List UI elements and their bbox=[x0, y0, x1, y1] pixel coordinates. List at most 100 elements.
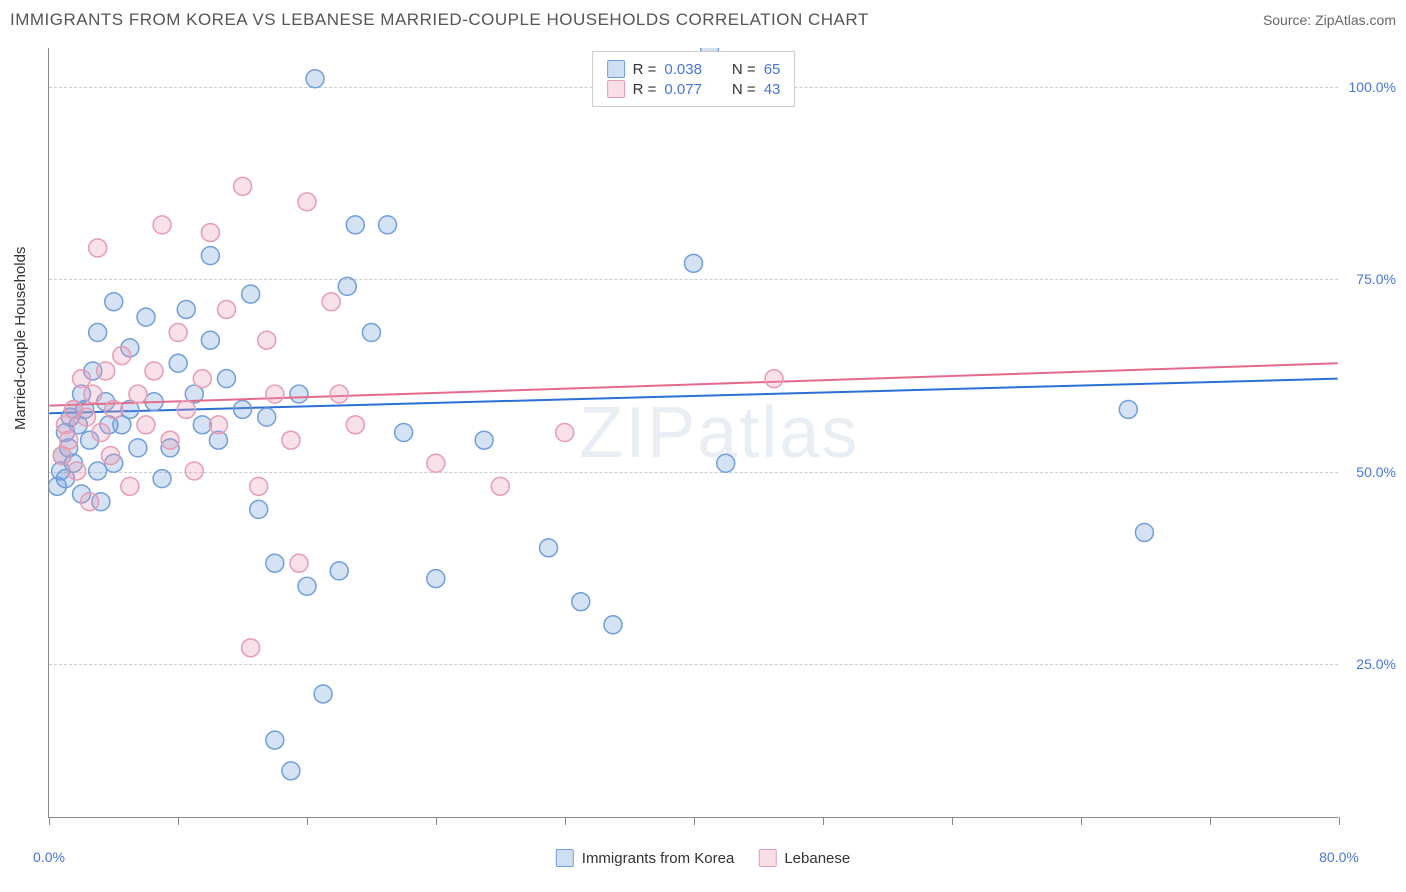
data-point bbox=[217, 370, 235, 388]
x-tick-mark bbox=[823, 817, 824, 825]
data-point bbox=[201, 331, 219, 349]
data-point bbox=[129, 385, 147, 403]
source-prefix: Source: bbox=[1263, 12, 1315, 28]
x-tick-mark bbox=[307, 817, 308, 825]
data-point bbox=[540, 539, 558, 557]
data-point bbox=[556, 424, 574, 442]
data-point bbox=[330, 385, 348, 403]
source-attribution: Source: ZipAtlas.com bbox=[1263, 12, 1396, 28]
data-point bbox=[97, 362, 115, 380]
data-point bbox=[242, 285, 260, 303]
data-point bbox=[266, 385, 284, 403]
r-value-1: 0.077 bbox=[664, 81, 702, 98]
data-point bbox=[209, 416, 227, 434]
data-point bbox=[338, 277, 356, 295]
legend-swatch-0 bbox=[607, 60, 625, 78]
data-point bbox=[113, 347, 131, 365]
data-point bbox=[322, 293, 340, 311]
data-point bbox=[282, 431, 300, 449]
series-legend: Immigrants from Korea Lebanese bbox=[556, 849, 850, 867]
n-value-1: 43 bbox=[764, 81, 781, 98]
data-point bbox=[177, 300, 195, 318]
data-point bbox=[89, 239, 107, 257]
data-point bbox=[1135, 523, 1153, 541]
data-point bbox=[362, 324, 380, 342]
chart-plot-area: ZIPatlas R = 0.038 N = 65 R = 0.077 N = … bbox=[48, 48, 1338, 818]
r-label: R = bbox=[633, 61, 657, 78]
data-point bbox=[685, 254, 703, 272]
data-point bbox=[105, 400, 123, 418]
legend-swatch-bottom-1 bbox=[758, 849, 776, 867]
x-tick-mark bbox=[1210, 817, 1211, 825]
data-point bbox=[250, 477, 268, 495]
data-point bbox=[92, 424, 110, 442]
data-point bbox=[250, 500, 268, 518]
data-point bbox=[177, 400, 195, 418]
x-tick-label: 0.0% bbox=[33, 849, 65, 865]
legend-swatch-bottom-0 bbox=[556, 849, 574, 867]
data-point bbox=[572, 593, 590, 611]
data-point bbox=[169, 354, 187, 372]
data-point bbox=[153, 216, 171, 234]
data-point bbox=[68, 462, 86, 480]
x-tick-mark bbox=[1339, 817, 1340, 825]
data-point bbox=[1119, 400, 1137, 418]
data-point bbox=[266, 554, 284, 572]
data-point bbox=[258, 408, 276, 426]
x-tick-mark bbox=[1081, 817, 1082, 825]
data-point bbox=[217, 300, 235, 318]
data-point bbox=[84, 385, 102, 403]
legend-label-1: Lebanese bbox=[784, 850, 850, 867]
legend-item-1: Lebanese bbox=[758, 849, 850, 867]
r-value-0: 0.038 bbox=[664, 61, 702, 78]
correlation-legend: R = 0.038 N = 65 R = 0.077 N = 43 bbox=[592, 51, 796, 107]
data-point bbox=[395, 424, 413, 442]
data-point bbox=[105, 293, 123, 311]
data-point bbox=[77, 408, 95, 426]
source-name: ZipAtlas.com bbox=[1315, 12, 1396, 28]
data-point bbox=[298, 193, 316, 211]
legend-swatch-1 bbox=[607, 80, 625, 98]
data-point bbox=[314, 685, 332, 703]
x-tick-mark bbox=[694, 817, 695, 825]
x-tick-mark bbox=[436, 817, 437, 825]
y-tick-label: 50.0% bbox=[1346, 464, 1396, 480]
chart-title: IMMIGRANTS FROM KOREA VS LEBANESE MARRIE… bbox=[10, 10, 869, 30]
data-point bbox=[242, 639, 260, 657]
legend-row-series-1: R = 0.077 N = 43 bbox=[607, 80, 781, 98]
data-point bbox=[717, 454, 735, 472]
y-axis-label: Married-couple Households bbox=[12, 247, 29, 430]
data-point bbox=[193, 416, 211, 434]
data-point bbox=[330, 562, 348, 580]
data-point bbox=[604, 616, 622, 634]
data-point bbox=[290, 554, 308, 572]
data-point bbox=[169, 324, 187, 342]
data-point bbox=[89, 462, 107, 480]
data-point bbox=[298, 577, 316, 595]
data-point bbox=[234, 400, 252, 418]
data-point bbox=[475, 431, 493, 449]
n-label: N = bbox=[732, 61, 756, 78]
data-point bbox=[60, 431, 78, 449]
data-point bbox=[89, 324, 107, 342]
data-point bbox=[201, 224, 219, 242]
data-point bbox=[102, 447, 120, 465]
data-point bbox=[427, 454, 445, 472]
data-point bbox=[290, 385, 308, 403]
data-point bbox=[346, 216, 364, 234]
data-point bbox=[129, 439, 147, 457]
r-label: R = bbox=[633, 81, 657, 98]
data-point bbox=[193, 370, 211, 388]
scatter-svg bbox=[49, 48, 1338, 817]
data-point bbox=[379, 216, 397, 234]
x-tick-mark bbox=[565, 817, 566, 825]
data-point bbox=[73, 370, 91, 388]
data-point bbox=[161, 431, 179, 449]
data-point bbox=[145, 362, 163, 380]
x-tick-mark bbox=[178, 817, 179, 825]
data-point bbox=[765, 370, 783, 388]
data-point bbox=[266, 731, 284, 749]
data-point bbox=[234, 177, 252, 195]
legend-item-0: Immigrants from Korea bbox=[556, 849, 735, 867]
x-tick-mark bbox=[49, 817, 50, 825]
